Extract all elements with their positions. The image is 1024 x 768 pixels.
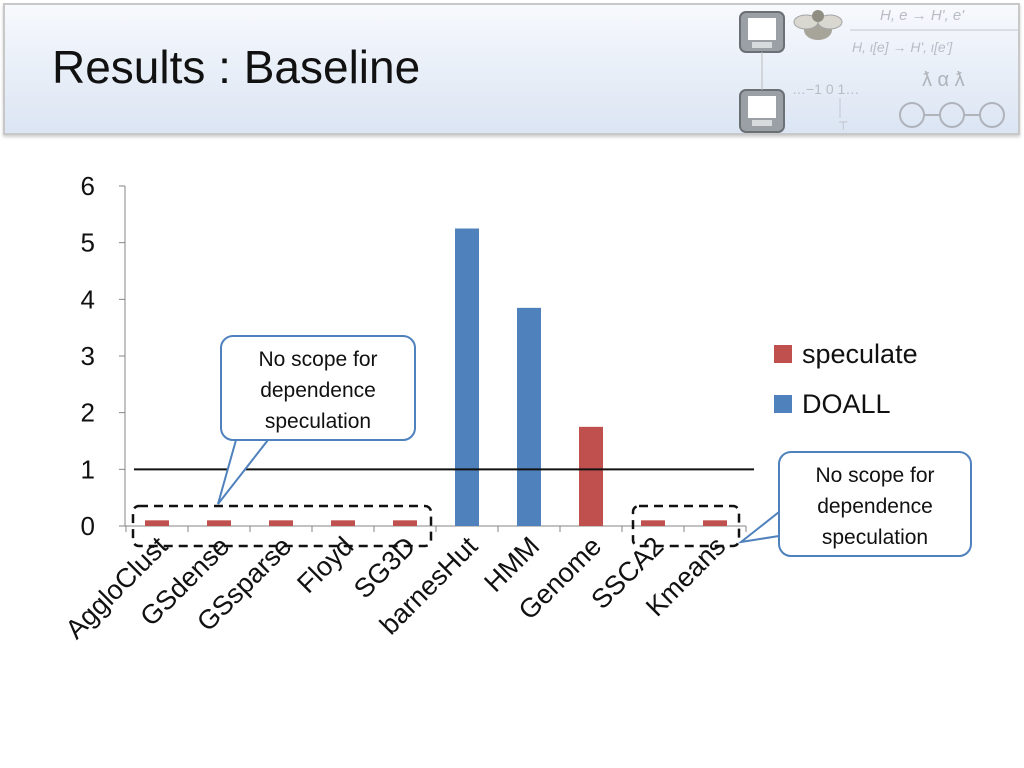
- bar-speculate-ssca2: [641, 520, 665, 526]
- dashed-highlight-box: [131, 504, 433, 548]
- y-tick-label: 1: [81, 454, 95, 484]
- legend-label-speculate: speculate: [802, 339, 918, 369]
- bar-speculate-genome: [579, 426, 603, 526]
- y-tick-label: 4: [81, 284, 95, 314]
- y-tick-label: 2: [81, 398, 95, 428]
- page-title: Results : Baseline: [52, 41, 421, 93]
- bar-doall-barneshut: [455, 228, 479, 526]
- title-bar: [3, 3, 1020, 135]
- header-decoration: H, e → H', e' H, ι[e] → H', ι[e'] …−1 0 …: [739, 7, 1020, 133]
- callout-pointer: [737, 511, 780, 544]
- callout-text: No scope for: [815, 464, 934, 487]
- annotation-callout: No scope for dependence speculation: [217, 335, 416, 505]
- lattice-label: …−1 0 1…: [792, 81, 859, 97]
- lattice-bottom: ⊤: [838, 119, 848, 133]
- legend-label-doall: DOALL: [802, 389, 891, 419]
- bar-speculate-kmeans: [703, 520, 727, 526]
- bar-speculate-aggloclust: [145, 520, 169, 526]
- fly-icon: [793, 10, 843, 40]
- bar-doall-hmm: [517, 307, 541, 526]
- dashed-highlight-box: [631, 504, 741, 548]
- callout-text: dependence: [817, 495, 933, 518]
- bar-speculate-gsdense: [207, 520, 231, 526]
- callout-pointer: [217, 439, 269, 505]
- bar-speculate-gssparse: [269, 520, 293, 526]
- formula-bottom: H, ι[e] → H', ι[e']: [852, 39, 953, 55]
- formula-top: H, e → H', e': [880, 7, 965, 24]
- y-tick-label: 5: [81, 228, 95, 258]
- y-tick-label: 6: [81, 171, 95, 201]
- x-tick-label: Floyd: [291, 531, 359, 599]
- bar-speculate-floyd: [331, 520, 355, 526]
- annotation-callout: No scope for dependence speculation: [737, 451, 972, 557]
- callout-text: dependence: [260, 379, 376, 402]
- bar-speculate-sg3d: [393, 520, 417, 526]
- callout-text: No scope for: [258, 348, 377, 371]
- legend-swatch-speculate: [774, 345, 792, 363]
- callout-text: speculation: [822, 526, 928, 549]
- legend-swatch-doall: [774, 395, 792, 413]
- y-tick-label: 0: [81, 511, 95, 541]
- callout-text: speculation: [265, 410, 371, 433]
- callout-box: [220, 335, 416, 441]
- state-machine-circles: [899, 102, 1005, 128]
- lambda-symbols: ƛ α ƛ: [922, 69, 965, 91]
- callout-box: [778, 451, 972, 557]
- y-tick-label: 3: [81, 341, 95, 371]
